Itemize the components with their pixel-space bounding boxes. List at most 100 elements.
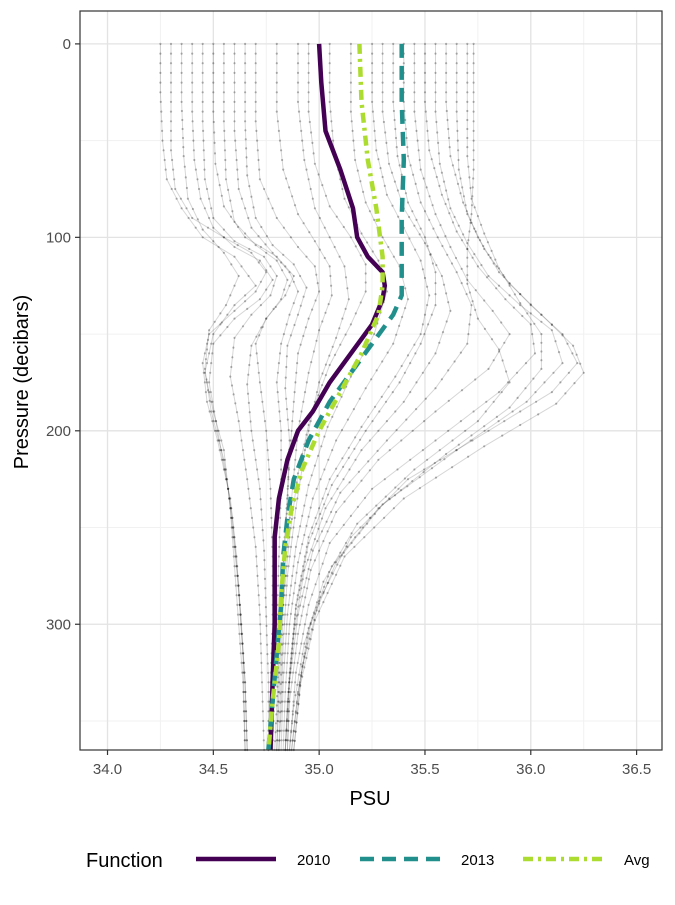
profile-point <box>222 110 225 113</box>
profile-point <box>278 690 281 694</box>
profile-point <box>433 167 436 170</box>
profile-point <box>350 532 353 535</box>
profile-point <box>428 362 431 365</box>
profile-point <box>275 81 278 84</box>
profile-point <box>284 516 287 520</box>
profile-point <box>383 478 386 481</box>
profile-point <box>237 584 240 587</box>
profile-point <box>270 516 273 520</box>
profile-point <box>392 100 395 103</box>
profile-point <box>276 719 279 723</box>
profile-point <box>392 62 395 65</box>
profile-point <box>414 120 417 123</box>
profile-point <box>326 493 330 496</box>
profile-point <box>296 352 300 355</box>
profile-point <box>313 207 316 210</box>
profile-point <box>412 173 415 176</box>
profile-point <box>201 236 204 239</box>
profile-point <box>413 224 416 227</box>
profile-point <box>211 352 214 355</box>
profile-point <box>423 42 427 46</box>
profile-point <box>434 271 437 274</box>
profile-point <box>487 274 490 278</box>
profile-point <box>290 652 293 655</box>
profile-point <box>300 675 303 678</box>
profile-point <box>180 42 183 46</box>
profile-point <box>333 245 336 249</box>
profile-point <box>218 184 221 187</box>
profile-point <box>292 729 295 732</box>
profile-point <box>413 100 416 103</box>
profile-point <box>239 642 242 645</box>
profile-point <box>264 587 267 590</box>
x-axis-title: PSU <box>349 788 390 810</box>
profile-point <box>278 352 282 355</box>
profile-point <box>275 110 278 113</box>
profile-point <box>237 420 240 423</box>
profile-point <box>287 603 290 607</box>
profile-point <box>286 418 289 421</box>
profile-point <box>333 353 337 356</box>
profile-point <box>326 591 329 595</box>
profile-point <box>292 400 295 403</box>
profile-point <box>460 282 463 285</box>
profile-point <box>476 265 479 268</box>
profile-point <box>250 251 253 254</box>
profile-point <box>398 164 401 167</box>
profile-point <box>222 120 225 123</box>
profile-point <box>243 739 246 742</box>
profile-point <box>354 245 357 248</box>
profile-point <box>219 323 222 326</box>
profile-point <box>495 287 498 290</box>
profile-point <box>244 129 247 132</box>
profile-point <box>284 739 287 742</box>
profile-point <box>240 661 243 665</box>
profile-point <box>257 158 260 162</box>
profile-point <box>280 149 283 152</box>
profile-line <box>293 43 578 751</box>
profile-point <box>455 110 458 113</box>
profile-point <box>303 504 306 507</box>
profile-point <box>303 666 306 669</box>
profile-point <box>296 711 299 715</box>
profile-point <box>243 739 246 742</box>
profile-point <box>286 739 289 742</box>
profile-point <box>453 215 456 219</box>
profile-point <box>472 52 475 55</box>
profile-point <box>466 213 469 216</box>
profile-point <box>296 42 300 46</box>
profile-point <box>356 505 359 508</box>
profile-point <box>332 139 335 142</box>
profile-point <box>280 342 283 345</box>
profile-point <box>471 300 474 303</box>
profile-point <box>307 627 310 630</box>
profile-point <box>283 661 286 665</box>
profile-point <box>241 449 245 452</box>
profile-point <box>490 338 494 341</box>
profile-point <box>374 139 377 142</box>
profile-point <box>371 250 374 253</box>
profile-point <box>292 526 295 529</box>
profile-point <box>326 581 329 585</box>
profile-point <box>328 81 331 84</box>
profile-point <box>472 120 475 123</box>
profile-point <box>288 623 291 626</box>
profile-point <box>280 663 283 666</box>
profile-point <box>487 429 490 432</box>
profile-point <box>245 729 248 732</box>
profile-point <box>330 565 333 568</box>
profile-point <box>248 247 251 251</box>
profile-point <box>423 81 427 84</box>
profile-point <box>233 110 236 113</box>
profile-point <box>307 515 310 518</box>
profile-point <box>422 177 425 180</box>
profile-point <box>423 468 426 471</box>
profile-point <box>324 507 327 510</box>
profile-point <box>322 601 325 604</box>
profile-point <box>306 558 309 561</box>
profile-point <box>419 333 422 336</box>
profile-point <box>244 710 248 713</box>
profile-point <box>466 91 469 94</box>
profile-point <box>232 526 235 529</box>
profile-line <box>293 43 585 751</box>
